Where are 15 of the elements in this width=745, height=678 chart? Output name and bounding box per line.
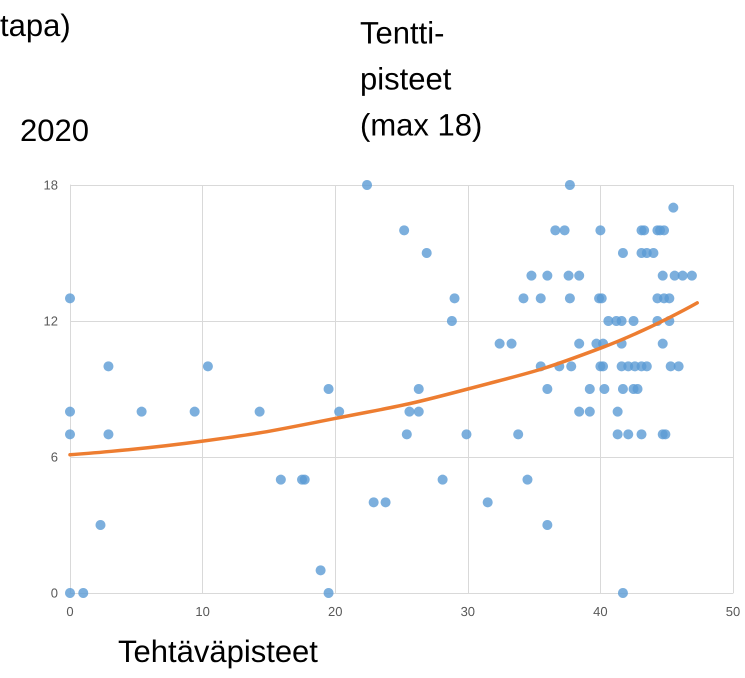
text: tapa) bbox=[0, 8, 71, 43]
text: 2020 bbox=[20, 113, 89, 148]
x-tick-label: 40 bbox=[593, 604, 608, 619]
y-tick-label: 18 bbox=[44, 178, 58, 192]
x-tick-label: 50 bbox=[726, 604, 740, 619]
y-tick-label: 6 bbox=[50, 450, 58, 464]
x-axis-title: Tehtäväpisteet bbox=[118, 634, 318, 669]
y-tick-label: 0 bbox=[50, 586, 58, 600]
y-axis-title: Tentti- pisteet (max 18) bbox=[360, 16, 482, 142]
y-tick-label: 12 bbox=[44, 314, 58, 328]
x-tick-label: 30 bbox=[460, 604, 476, 619]
x-tick-label: 20 bbox=[328, 604, 342, 619]
x-tick-label: 0 bbox=[66, 604, 74, 619]
line-series bbox=[68, 301, 699, 456]
x-tick-label: 10 bbox=[195, 604, 210, 619]
